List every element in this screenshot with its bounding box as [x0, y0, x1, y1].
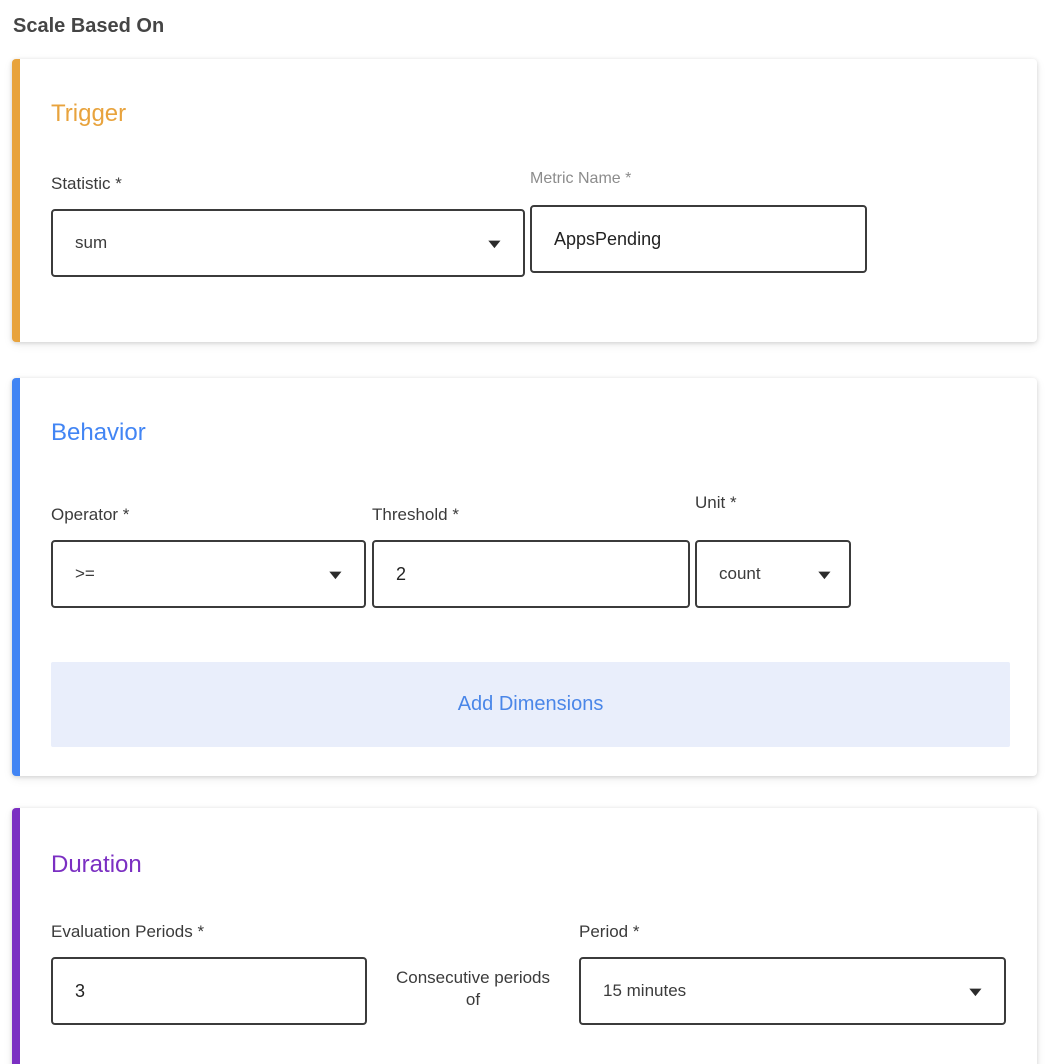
- trigger-heading: Trigger: [51, 100, 127, 127]
- trigger-card: Trigger Statistic * sum ▼ Metric Name *: [12, 59, 1037, 342]
- duration-heading: Duration: [51, 851, 142, 878]
- dropdown-arrow-icon: ▼: [814, 566, 835, 582]
- statistic-field: Statistic * sum ▼: [51, 173, 525, 277]
- unit-select[interactable]: count ▼: [695, 540, 851, 608]
- unit-label: Unit *: [695, 493, 737, 512]
- behavior-card: Behavior Operator * >= ▼ Threshold * Uni…: [12, 378, 1037, 776]
- period-select[interactable]: 15 minutes ▼: [579, 957, 1006, 1025]
- unit-field: Unit * count ▼: [695, 493, 851, 608]
- dropdown-arrow-icon: ▼: [965, 983, 986, 999]
- page-title: Scale Based On: [13, 15, 165, 37]
- metric-name-input[interactable]: [530, 205, 867, 273]
- metric-name-field: Metric Name *: [530, 168, 867, 273]
- statistic-select[interactable]: sum ▼: [51, 209, 525, 277]
- threshold-input[interactable]: [372, 540, 690, 608]
- threshold-field: Threshold *: [372, 504, 690, 608]
- operator-select[interactable]: >= ▼: [51, 540, 366, 608]
- threshold-label: Threshold *: [372, 505, 459, 524]
- metric-name-label: Metric Name *: [530, 170, 632, 187]
- statistic-label: Statistic *: [51, 174, 122, 193]
- evaluation-periods-field: Evaluation Periods *: [51, 921, 367, 1025]
- add-dimensions-button[interactable]: Add Dimensions: [51, 662, 1010, 747]
- dropdown-arrow-icon: ▼: [484, 235, 505, 251]
- operator-select-value: >=: [75, 564, 95, 583]
- dropdown-arrow-icon: ▼: [325, 566, 346, 582]
- unit-select-value: count: [719, 564, 761, 583]
- evaluation-periods-input[interactable]: [51, 957, 367, 1025]
- evaluation-periods-label: Evaluation Periods *: [51, 922, 205, 941]
- operator-field: Operator * >= ▼: [51, 504, 366, 608]
- period-select-value: 15 minutes: [603, 981, 687, 1000]
- operator-label: Operator *: [51, 505, 130, 524]
- consecutive-periods-wrap: Consecutive periods of: [367, 967, 579, 1011]
- period-label: Period *: [579, 922, 640, 941]
- period-field: Period * 15 minutes ▼: [579, 921, 1006, 1025]
- consecutive-periods-label: Consecutive periods of: [395, 968, 551, 1009]
- duration-card: Duration Evaluation Periods * Consecutiv…: [12, 808, 1037, 1064]
- behavior-heading: Behavior: [51, 419, 146, 446]
- statistic-select-value: sum: [75, 233, 108, 252]
